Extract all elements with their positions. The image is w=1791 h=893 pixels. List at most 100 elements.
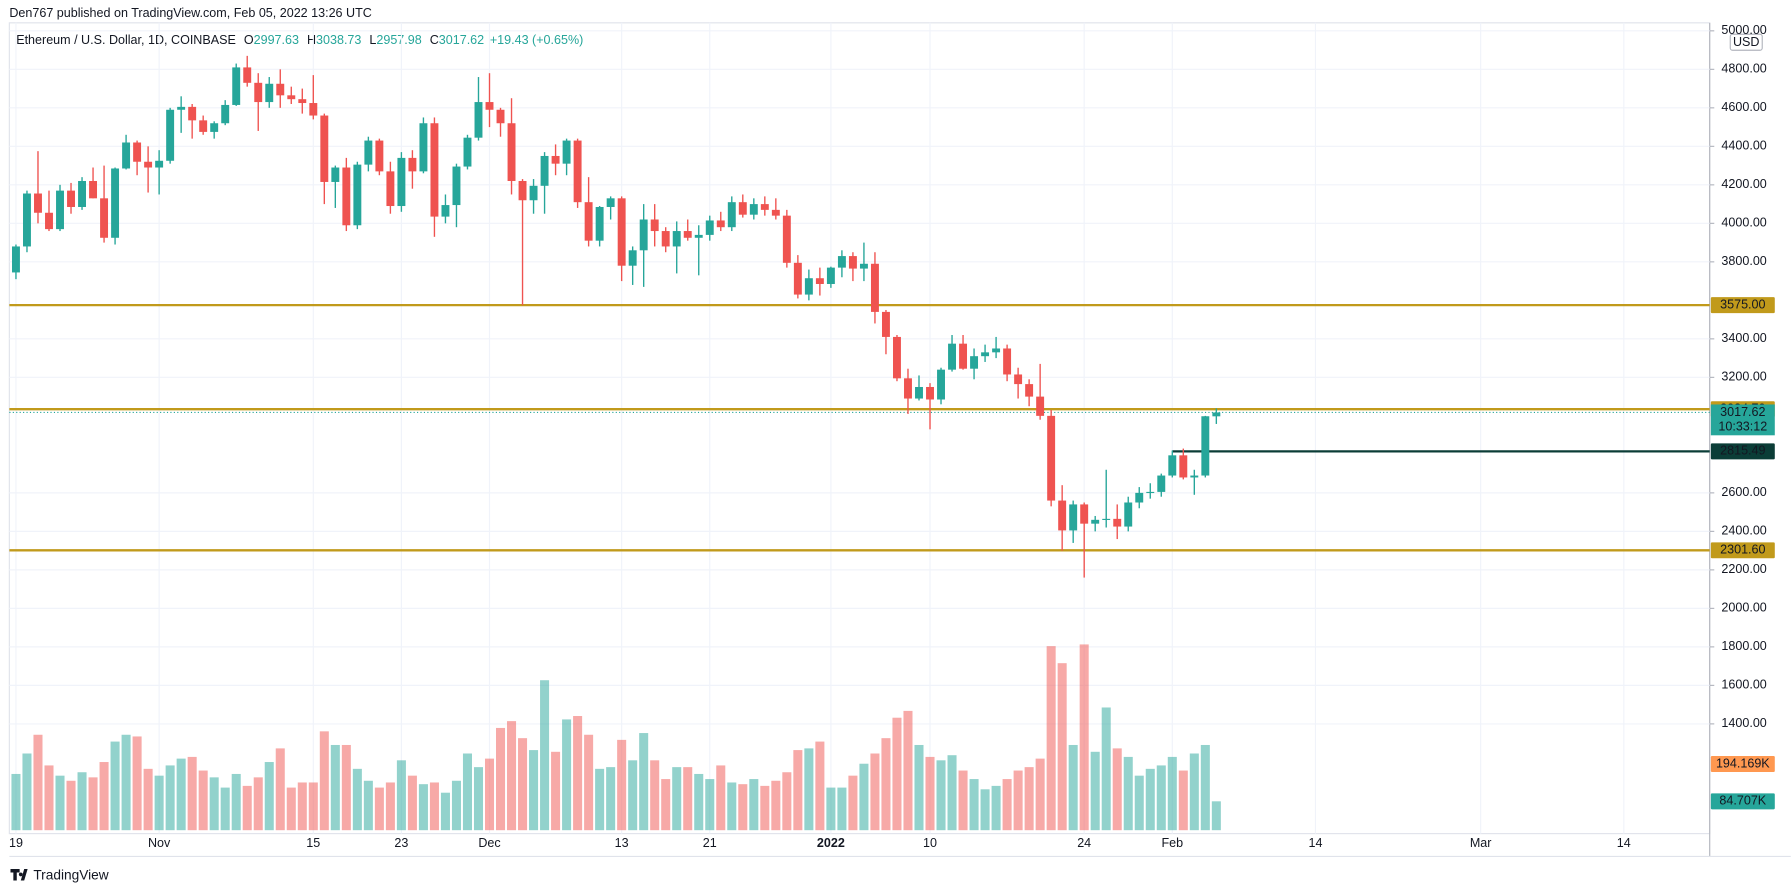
- volume-bar: [716, 765, 726, 831]
- volume-bar: [540, 680, 550, 831]
- volume-bar: [1145, 768, 1155, 831]
- candle-body: [353, 164, 362, 226]
- volume-bar: [1046, 646, 1056, 831]
- volume-bar: [440, 792, 450, 831]
- volume-bar: [1167, 756, 1177, 831]
- volume-bar: [176, 758, 186, 831]
- legend: Ethereum / U.S. Dollar, 1D, COINBASE O299…: [16, 33, 583, 47]
- level-label-bg: [1710, 297, 1775, 314]
- volume-ma-label-bg: [1710, 756, 1775, 773]
- volume-bar: [33, 734, 43, 831]
- volume-bar: [837, 787, 847, 831]
- candle-body: [408, 157, 417, 172]
- volume-bar: [804, 748, 814, 831]
- volume-bar: [980, 789, 990, 831]
- volume-bar: [330, 744, 340, 831]
- legend-text: Ethereum / U.S. Dollar, 1D, COINBASE O299…: [16, 33, 583, 47]
- footer-logo: TradingView: [10, 867, 109, 882]
- volume-bar: [529, 750, 539, 831]
- volume-bar: [650, 760, 660, 831]
- candle-body: [67, 190, 75, 207]
- volume-bar: [1134, 775, 1144, 831]
- x-tick-label: 19: [9, 836, 23, 850]
- candle-body: [452, 166, 461, 206]
- legend-key: C: [430, 33, 439, 47]
- volume-bar: [77, 772, 87, 831]
- volume-last-label: 84.707K: [1719, 794, 1766, 808]
- volume-bar: [319, 731, 329, 831]
- volume-bar: [727, 782, 737, 831]
- candle-body: [595, 206, 604, 241]
- candle-body: [771, 209, 780, 216]
- volume-bar: [1035, 758, 1045, 831]
- candle-body: [243, 67, 252, 83]
- volume-bar: [694, 773, 704, 831]
- y-tick-label: 4800.00: [1721, 62, 1766, 76]
- volume-bar: [1002, 779, 1012, 831]
- candle-body: [661, 231, 670, 247]
- volume-bar: [683, 767, 693, 831]
- volume-bar: [88, 777, 98, 831]
- volume-bar: [661, 779, 671, 831]
- volume-bar: [760, 785, 770, 831]
- candle-body: [199, 120, 208, 132]
- publisher: Den767 published on TradingView.com, Feb…: [9, 6, 371, 20]
- volume-bar: [286, 787, 296, 831]
- volume-bar: [220, 787, 230, 831]
- candle-body: [606, 198, 615, 207]
- candle-body: [760, 204, 769, 210]
- volume-bar: [253, 777, 263, 831]
- candle-body: [937, 369, 945, 400]
- candle-body: [287, 95, 296, 100]
- candle-body: [837, 256, 846, 268]
- volume-bar: [782, 772, 792, 831]
- y-tick-label: 2200.00: [1721, 562, 1766, 576]
- volume-bar: [672, 767, 682, 831]
- volume-bar: [947, 755, 957, 831]
- volume-bar: [991, 785, 1001, 831]
- candle-body: [551, 155, 560, 164]
- volume-bar: [132, 736, 142, 831]
- candle-body: [683, 231, 692, 238]
- volume-bar: [418, 784, 428, 831]
- y-tick-label: 4200.00: [1721, 177, 1766, 191]
- x-tick-label: 23: [394, 836, 408, 850]
- volume-bar: [451, 780, 461, 831]
- volume-bar: [187, 756, 197, 831]
- x-tick-label: Dec: [478, 836, 500, 850]
- level-label: 2815.49: [1720, 444, 1765, 458]
- candle-body: [1091, 519, 1100, 524]
- y-tick-label: 3400.00: [1721, 331, 1766, 345]
- legend-key: O: [244, 33, 254, 47]
- volume-last-label-bg: [1710, 793, 1775, 810]
- candle-body: [100, 198, 109, 238]
- volume-bar: [1156, 765, 1166, 831]
- candles: [11, 55, 1221, 578]
- volume-bar: [55, 775, 65, 831]
- volume-bar: [99, 762, 109, 831]
- volume-bar: [628, 760, 638, 831]
- candle-body: [815, 278, 824, 284]
- volume-bar: [848, 775, 858, 831]
- volume-bar: [110, 741, 120, 831]
- volume-bar: [1057, 663, 1067, 831]
- candle-body: [672, 231, 681, 247]
- y-tick-label: 1800.00: [1721, 639, 1766, 653]
- volume-bar: [969, 779, 979, 831]
- candle-body: [804, 278, 813, 295]
- candle-body: [716, 220, 725, 228]
- x-tick-label: Feb: [1161, 836, 1183, 850]
- x-tick-label: 2022: [817, 836, 845, 850]
- candle-body: [1069, 504, 1078, 531]
- candle-body: [342, 167, 351, 226]
- candle-body: [177, 106, 186, 110]
- volume-bar: [749, 779, 759, 831]
- candle-body: [122, 142, 131, 169]
- volume-bar: [1112, 748, 1122, 831]
- volume-bar: [473, 767, 484, 831]
- y-tick-label: 2600.00: [1721, 485, 1766, 499]
- countdown: 10:33:12: [1718, 420, 1767, 434]
- level-label: 3575.00: [1720, 297, 1765, 311]
- candle-body: [1212, 412, 1221, 417]
- volume-bar: [297, 782, 307, 831]
